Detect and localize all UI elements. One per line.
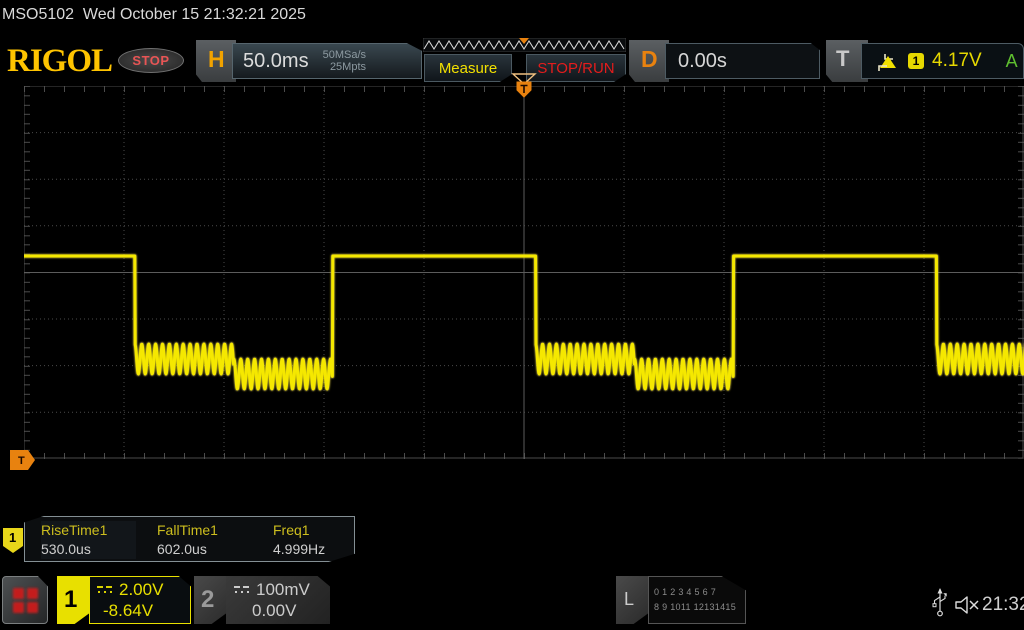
svg-text:1: 1 (9, 530, 16, 545)
